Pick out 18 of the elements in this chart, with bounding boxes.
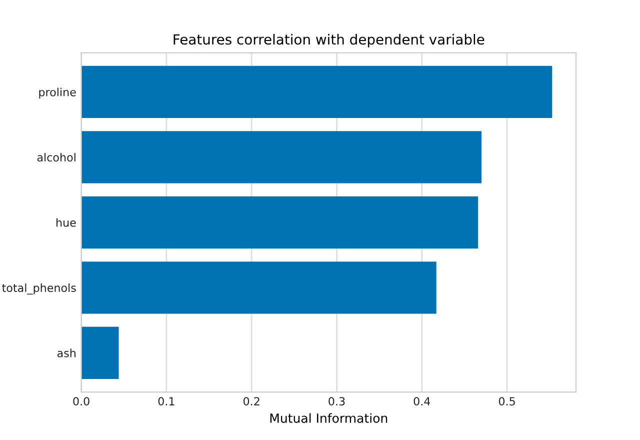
bar [81,131,482,184]
x-tick-label: 0.3 [328,397,345,406]
x-tick-label: 0.0 [73,397,90,406]
x-tick-label: 0.1 [158,397,174,406]
chart-title: Features correlation with dependent variable [174,34,484,48]
bar [81,66,552,118]
bar [81,196,478,249]
x-tick-label: 0.5 [498,397,515,406]
bar [81,326,119,379]
y-tick-label: proline [39,88,76,98]
x-tick-label: 0.4 [414,397,430,406]
y-tick-label: hue [56,218,76,227]
x-tick-label: 0.2 [243,397,260,406]
y-tick-label: ash [57,348,76,358]
y-tick-label: total_phenols [2,283,76,294]
bar [81,262,436,314]
y-tick-label: alcohol [37,152,76,162]
x-axis-title: Mutual Information [270,413,388,423]
